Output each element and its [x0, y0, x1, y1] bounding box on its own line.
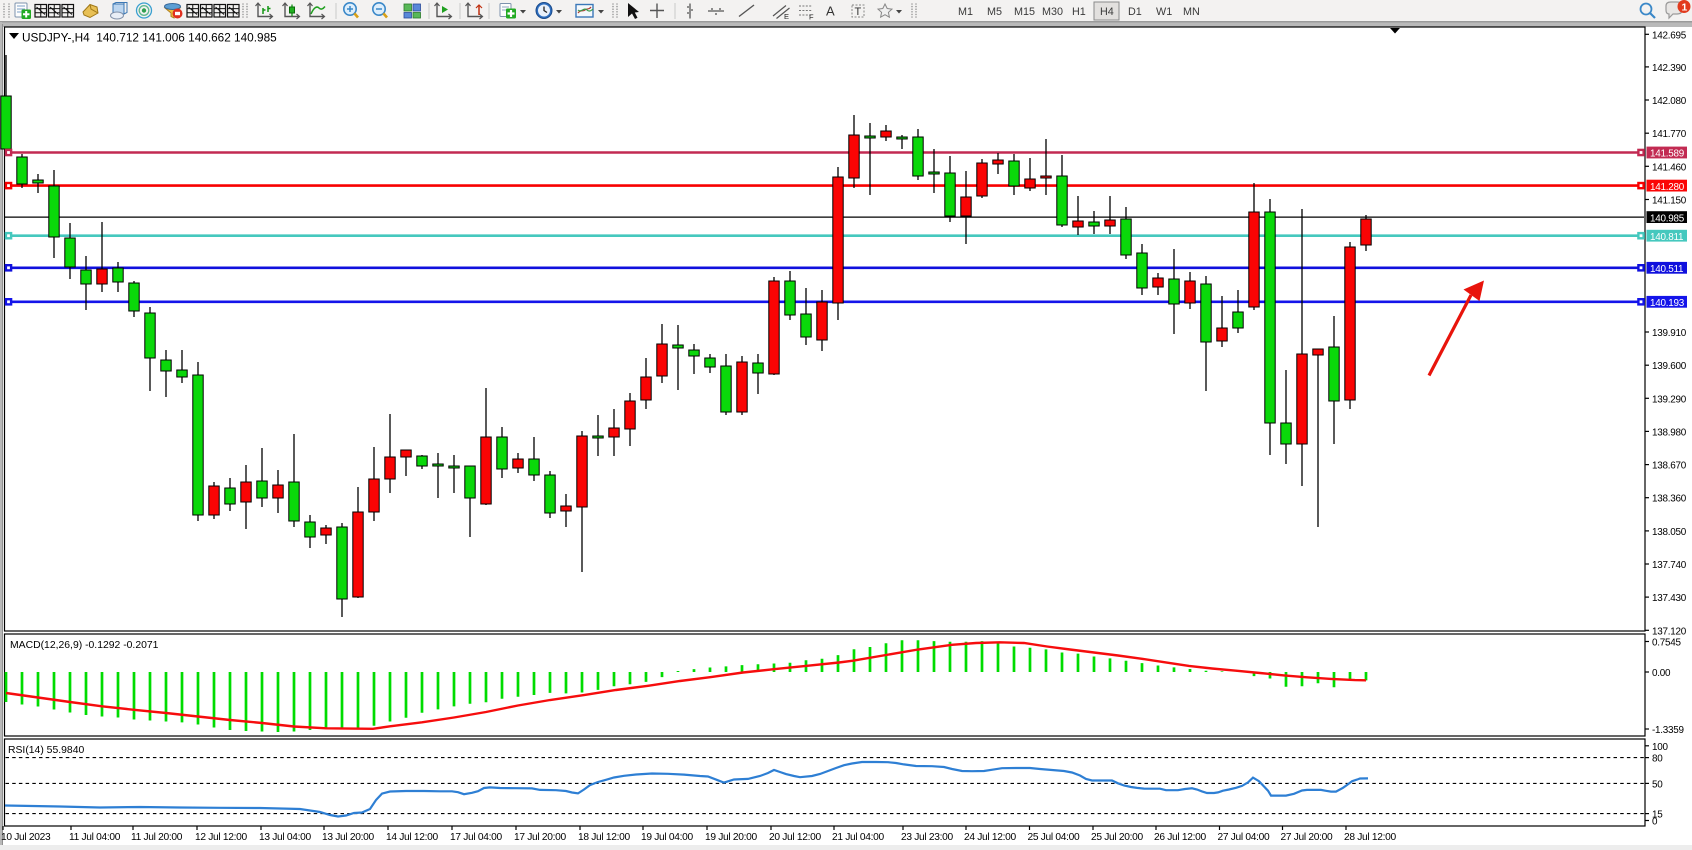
svg-text:23 Jul 23:00: 23 Jul 23:00: [901, 832, 954, 843]
svg-text:A: A: [826, 4, 835, 19]
svg-text:14 Jul 12:00: 14 Jul 12:00: [386, 832, 439, 843]
svg-text:138.050: 138.050: [1652, 527, 1687, 538]
svg-text:17 Jul 20:00: 17 Jul 20:00: [514, 832, 567, 843]
svg-text:27 Jul 20:00: 27 Jul 20:00: [1281, 832, 1334, 843]
svg-text:H1: H1: [1072, 6, 1086, 18]
svg-text:100: 100: [1652, 742, 1668, 753]
svg-text:M15: M15: [1014, 6, 1035, 18]
svg-text:E: E: [784, 12, 789, 21]
svg-text:139.600: 139.600: [1652, 361, 1687, 372]
svg-text:10 Jul 2023: 10 Jul 2023: [1, 832, 51, 843]
svg-text:142.080: 142.080: [1652, 96, 1687, 107]
svg-text:20 Jul 12:00: 20 Jul 12:00: [769, 832, 822, 843]
svg-text:140.985: 140.985: [1650, 213, 1685, 224]
svg-text:13 Jul 20:00: 13 Jul 20:00: [322, 832, 375, 843]
svg-text:140.811: 140.811: [1650, 232, 1684, 243]
svg-text:139.290: 139.290: [1652, 394, 1687, 405]
svg-text:0: 0: [1652, 817, 1658, 828]
svg-text:142.695: 142.695: [1652, 30, 1687, 41]
svg-text:-1.3359: -1.3359: [1652, 725, 1685, 736]
svg-text:137.430: 137.430: [1652, 593, 1687, 604]
svg-text:17 Jul 04:00: 17 Jul 04:00: [450, 832, 503, 843]
svg-text:25 Jul 20:00: 25 Jul 20:00: [1091, 832, 1144, 843]
svg-text:141.280: 141.280: [1650, 182, 1685, 193]
svg-text:27 Jul 04:00: 27 Jul 04:00: [1218, 832, 1271, 843]
svg-text:H4: H4: [1100, 6, 1114, 18]
svg-text:141.460: 141.460: [1652, 162, 1687, 173]
svg-text:137.120: 137.120: [1652, 626, 1687, 637]
svg-text:13 Jul 04:00: 13 Jul 04:00: [259, 832, 312, 843]
svg-text:137.740: 137.740: [1652, 560, 1687, 571]
svg-text:18 Jul 12:00: 18 Jul 12:00: [578, 832, 631, 843]
svg-text:21 Jul 04:00: 21 Jul 04:00: [832, 832, 885, 843]
svg-text:140.193: 140.193: [1650, 298, 1685, 309]
svg-text:24 Jul 12:00: 24 Jul 12:00: [964, 832, 1017, 843]
svg-text:RSI(14) 55.9840: RSI(14) 55.9840: [8, 745, 84, 756]
svg-text:12 Jul 12:00: 12 Jul 12:00: [195, 832, 248, 843]
svg-text:142.390: 142.390: [1652, 63, 1687, 74]
svg-text:138.360: 138.360: [1652, 494, 1687, 505]
svg-text:138.980: 138.980: [1652, 427, 1687, 438]
svg-text:F: F: [809, 13, 814, 22]
svg-text:MACD(12,26,9) -0.1292 -0.2071: MACD(12,26,9) -0.1292 -0.2071: [10, 640, 159, 651]
svg-text:141.770: 141.770: [1652, 129, 1687, 140]
svg-text:15: 15: [1652, 810, 1663, 821]
svg-text:141.150: 141.150: [1652, 196, 1687, 207]
svg-text:138.670: 138.670: [1652, 461, 1687, 472]
svg-text:W1: W1: [1156, 6, 1172, 18]
svg-text:50: 50: [1652, 779, 1663, 790]
svg-text:26 Jul 12:00: 26 Jul 12:00: [1154, 832, 1207, 843]
svg-text:MN: MN: [1183, 6, 1200, 18]
svg-text:D1: D1: [1128, 6, 1142, 18]
svg-text:19 Jul 20:00: 19 Jul 20:00: [705, 832, 758, 843]
svg-text:25 Jul 04:00: 25 Jul 04:00: [1028, 832, 1081, 843]
svg-text:USDJPY-,H4 140.712 141.006 14: USDJPY-,H4 140.712 141.006 140.662 140.9…: [22, 31, 277, 45]
svg-text:80: 80: [1652, 754, 1663, 765]
svg-text:28 Jul 12:00: 28 Jul 12:00: [1344, 832, 1397, 843]
svg-text:0.7545: 0.7545: [1652, 638, 1681, 649]
svg-text:11 Jul 20:00: 11 Jul 20:00: [131, 832, 183, 843]
svg-text:T: T: [855, 6, 862, 18]
svg-text:140.511: 140.511: [1650, 264, 1684, 275]
svg-text:11 Jul 04:00: 11 Jul 04:00: [69, 832, 121, 843]
svg-text:0.00: 0.00: [1652, 668, 1671, 679]
svg-text:M1: M1: [958, 6, 973, 18]
svg-text:141.589: 141.589: [1650, 149, 1685, 160]
svg-text:M30: M30: [1042, 6, 1063, 18]
svg-text:139.910: 139.910: [1652, 328, 1687, 339]
svg-text:19 Jul 04:00: 19 Jul 04:00: [641, 832, 694, 843]
svg-text:1: 1: [1682, 2, 1688, 14]
svg-text:M5: M5: [987, 6, 1002, 18]
